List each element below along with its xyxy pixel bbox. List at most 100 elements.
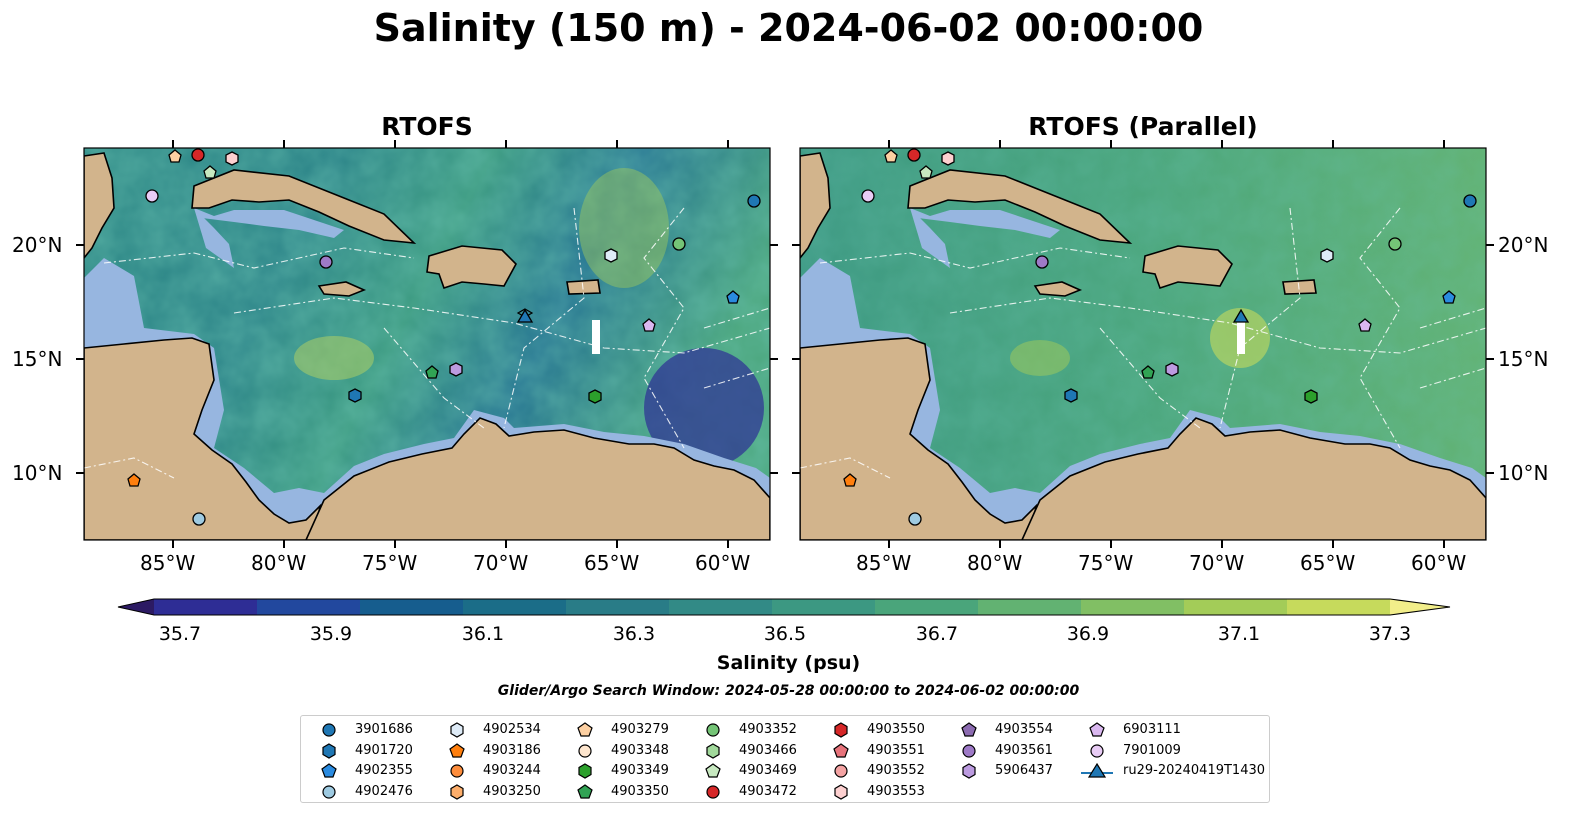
marker-4902534 (1320, 248, 1334, 263)
marker-4903469 (203, 165, 217, 179)
marker-4903186 (127, 473, 141, 487)
marker-ru29-glider (516, 308, 534, 323)
marker-4902355 (726, 290, 740, 304)
legend-item-label: 4903279 (611, 722, 669, 737)
legend-item-label: 4903250 (483, 783, 541, 799)
pentagon-marker-icon (449, 742, 465, 758)
colorbar-segment (875, 599, 979, 615)
marker-4903350 (425, 365, 439, 379)
marker-4903352 (1388, 237, 1402, 251)
legend-item-label: 4902476 (355, 783, 413, 799)
pentagon-marker-icon (577, 783, 593, 799)
lat-tick-label: 20°N (1498, 233, 1549, 257)
marker-4903279 (884, 149, 898, 163)
lon-tick-label: 65°W (584, 551, 640, 575)
legend-item-label: 4903550 (867, 722, 925, 737)
marker-3901686 (747, 194, 761, 208)
lat-tick-label: 10°N (1498, 461, 1549, 485)
colorbar-segment (669, 599, 773, 615)
marker-6903111 (642, 318, 656, 332)
colorbar (117, 598, 1451, 616)
legend-item-label: 4903554 (995, 722, 1053, 737)
colorbar-tick-label: 35.7 (158, 623, 202, 645)
marker-4901720 (1064, 388, 1078, 403)
colorbar-tick-label: 36.9 (1066, 623, 1110, 645)
colorbar-segment (772, 599, 876, 615)
colorbar-label: Salinity (psu) (716, 652, 861, 674)
pentagon-marker-icon (833, 742, 849, 758)
colorbar-segment (1287, 599, 1391, 615)
lon-tick-label: 80°W (967, 551, 1023, 575)
colorbar-segment (154, 599, 258, 615)
circle-marker-icon (322, 784, 336, 799)
marker-4903469 (919, 165, 933, 179)
lat-tick-label: 15°N (1498, 347, 1549, 371)
lat-tick-label: 15°N (12, 347, 63, 371)
circle-marker-icon (322, 723, 336, 737)
marker-4903472 (191, 148, 205, 162)
colorbar-segment (257, 599, 361, 615)
colorbar-segment (566, 599, 670, 615)
lon-tick-label: 70°W (473, 551, 529, 575)
hexagon-marker-icon (450, 783, 464, 800)
marker-4902476 (192, 512, 206, 526)
legend-item-label: 4901720 (355, 742, 413, 758)
legend-item-label: ru29-20240419T1430 (1123, 763, 1266, 778)
lon-tick-label: 60°W (695, 551, 751, 575)
colorbar-tick-label: 36.3 (612, 623, 656, 645)
marker-4903349 (588, 389, 602, 404)
circle-marker-icon (706, 723, 720, 737)
legend-item-label: 4903352 (739, 722, 797, 737)
legend-item-label: 4903469 (739, 763, 797, 778)
pentagon-marker-icon (705, 763, 721, 778)
legend-item-label: 4903244 (483, 763, 541, 778)
triangle-marker-icon (1081, 762, 1113, 778)
legend-item-label: 4903552 (867, 763, 925, 778)
hexagon-marker-icon (706, 742, 720, 759)
panel-title-right: RTOFS (Parallel) (1028, 112, 1258, 141)
circle-marker-icon (834, 764, 848, 778)
lon-tick-label: 60°W (1411, 551, 1467, 575)
marker-4903553 (225, 151, 239, 166)
hexagon-marker-icon (834, 783, 848, 800)
colorbar-extend-high (1390, 599, 1450, 615)
map-axes (76, 140, 1494, 548)
legend-item-label: 4902534 (483, 722, 541, 737)
figure-title: Salinity (150 m) - 2024-06-02 00:00:00 (373, 6, 1204, 50)
marker-4903561 (1035, 255, 1049, 269)
marker-7901009 (145, 189, 159, 203)
marker-4903561 (319, 255, 333, 269)
legend: 3901686 4901720 4902355 4902476 4902534 49031… (300, 715, 1270, 803)
lon-tick-label: 75°W (362, 551, 418, 575)
pentagon-marker-icon (1089, 722, 1105, 737)
lat-tick-label: 10°N (12, 461, 63, 485)
legend-item-label: 3901686 (355, 722, 413, 737)
hexagon-marker-icon (962, 763, 976, 779)
lat-tick-label: 20°N (12, 233, 63, 257)
map-panel-right (800, 148, 1486, 540)
circle-marker-icon (962, 743, 976, 758)
lon-tick-label: 85°W (856, 551, 912, 575)
marker-4903279 (168, 149, 182, 163)
legend-item-label: 4903186 (483, 742, 541, 758)
marker-7901009 (861, 189, 875, 203)
legend-item-label: 4903349 (611, 763, 669, 778)
colorbar-tick-label: 37.1 (1217, 623, 1261, 645)
marker-5906437 (1165, 362, 1179, 377)
hexagon-marker-icon (322, 742, 336, 759)
marker-3901686 (1463, 194, 1477, 208)
legend-item-label: 4903561 (995, 742, 1053, 758)
marker-4903350 (1141, 365, 1155, 379)
legend-item-label: 5906437 (995, 763, 1053, 778)
marker-4902355 (1442, 290, 1456, 304)
colorbar-segment (360, 599, 464, 615)
lon-tick-label: 85°W (140, 551, 196, 575)
legend-item-label: 4903553 (867, 783, 925, 799)
marker-4901720 (348, 388, 362, 403)
hexagon-marker-icon (578, 763, 592, 779)
colorbar-tick-label: 37.3 (1368, 623, 1412, 645)
pentagon-marker-icon (577, 722, 593, 737)
circle-marker-icon (578, 743, 592, 758)
marker-ru29-glider (1232, 308, 1250, 323)
circle-marker-icon (706, 784, 720, 799)
